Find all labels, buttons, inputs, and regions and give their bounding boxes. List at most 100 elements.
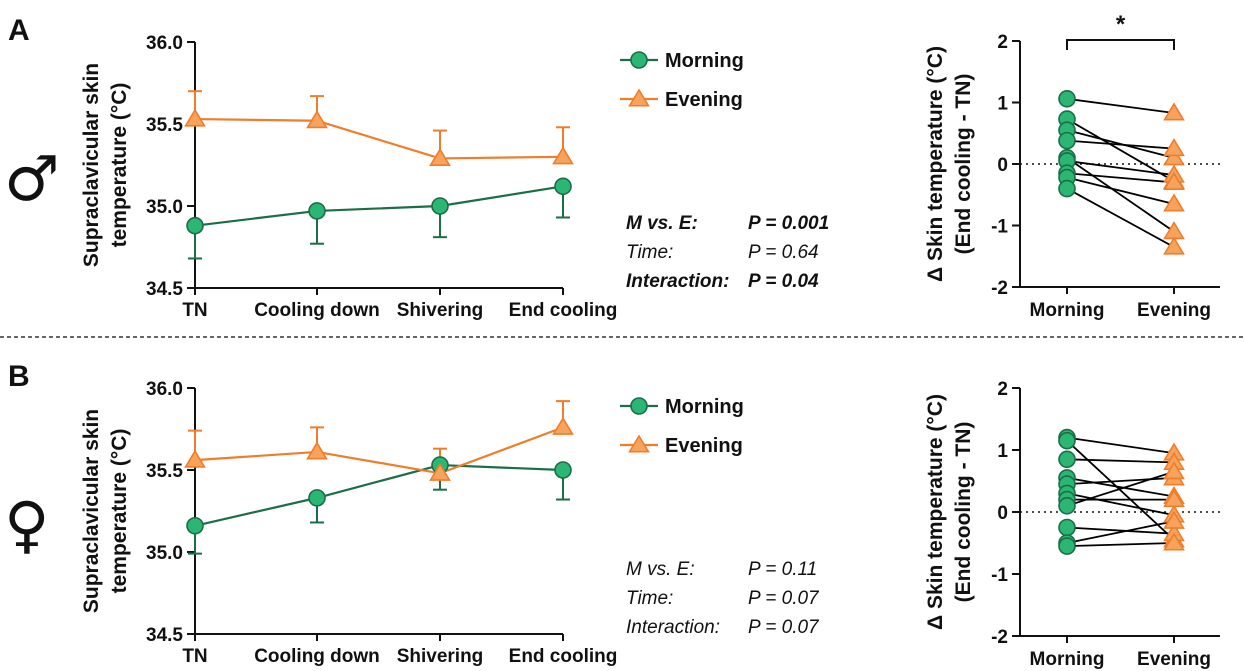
evening-point	[1163, 236, 1185, 255]
paired-line	[1066, 187, 1175, 248]
morning-point	[1058, 90, 1076, 108]
legend-morning-marker	[630, 51, 648, 69]
stat-label: Interaction:	[626, 271, 729, 292]
x-tick-label: End cooling	[509, 300, 618, 321]
significance-bracket	[1066, 39, 1175, 50]
y-tick-label: 35.0	[146, 197, 183, 218]
legend-morning-marker	[630, 397, 648, 415]
x-tick-label: TN	[182, 646, 207, 667]
panel-letter: A	[8, 14, 30, 47]
y-tick-label: 35.0	[146, 543, 183, 564]
y-tick-label: 2	[997, 32, 1008, 53]
paired-line	[1066, 139, 1175, 150]
stat-label: M vs. E:	[626, 559, 695, 580]
morning-series-line	[194, 185, 564, 227]
evening-point	[306, 441, 328, 460]
morning-point	[1058, 431, 1076, 450]
morning-point	[554, 177, 572, 196]
stat-value: P = 0.001	[748, 213, 829, 234]
y-axis-title-line1: Supraclavicular skin	[80, 63, 103, 267]
morning-point	[1058, 450, 1076, 469]
y-axis-title-line1: Supraclavicular skin	[80, 409, 103, 613]
paired-line	[1066, 470, 1175, 507]
y-axis-title-line1: Δ Skin temperature (°C)	[924, 394, 947, 630]
x-tick-label: TN	[182, 300, 207, 321]
morning-point	[1058, 496, 1076, 515]
morning-point	[1058, 179, 1076, 198]
y-axis-title-line2: temperature (°C)	[108, 83, 131, 248]
y-tick-label: -1	[991, 565, 1008, 586]
morning-series-line	[194, 463, 564, 527]
morning-point	[186, 516, 204, 535]
y-tick-label: 35.5	[146, 115, 183, 136]
stat-value: P = 0.64	[748, 242, 819, 263]
y-tick-label: 34.5	[146, 625, 183, 646]
evening-series-line	[194, 117, 564, 160]
evening-point	[1163, 193, 1185, 212]
evening-point	[1163, 489, 1185, 508]
y-tick-label: 36.0	[146, 379, 183, 400]
y-axis-title-line2: temperature (°C)	[108, 429, 131, 594]
x-tick-label: End cooling	[509, 646, 618, 667]
paired-line	[1066, 458, 1175, 464]
y-tick-label: -2	[991, 278, 1008, 299]
paired-line	[1066, 97, 1175, 114]
legend-evening-marker	[628, 434, 650, 453]
morning-point	[431, 197, 449, 215]
stat-label: Interaction:	[626, 617, 720, 638]
y-tick-label: -1	[991, 217, 1008, 238]
evening-point	[429, 147, 451, 166]
evening-point	[1163, 221, 1185, 240]
paired-line	[1066, 520, 1175, 544]
sex-symbol: ♂	[4, 142, 60, 215]
morning-point	[186, 216, 204, 235]
evening-point	[1163, 510, 1185, 529]
paired-line	[1066, 118, 1175, 182]
evening-point	[306, 110, 328, 129]
evening-point	[1163, 532, 1185, 551]
evening-point	[429, 462, 451, 481]
morning-point	[1058, 131, 1076, 150]
y-tick-label: 1	[997, 441, 1008, 462]
y-tick-label: 2	[997, 379, 1008, 400]
paired-line	[1066, 436, 1175, 454]
x-tick-label: Morning	[1030, 649, 1105, 670]
x-tick-label: Shivering	[397, 300, 484, 321]
stat-label: Time:	[626, 588, 673, 609]
y-tick-label: 0	[997, 503, 1008, 524]
evening-point	[1163, 138, 1185, 157]
evening-point	[184, 108, 206, 127]
legend-morning-label: Morning	[665, 50, 744, 72]
evening-point	[1163, 102, 1185, 121]
morning-point	[308, 202, 326, 220]
x-tick-label: Morning	[1030, 300, 1105, 321]
paired-line	[1066, 172, 1175, 184]
morning-point	[554, 461, 572, 479]
stat-value: P = 0.11	[748, 559, 817, 580]
legend-morning-label: Morning	[665, 396, 744, 418]
legend-evening-marker	[628, 88, 650, 107]
evening-point	[552, 416, 574, 435]
paired-line	[1066, 440, 1175, 541]
morning-point	[1058, 518, 1076, 537]
legend-evening-label: Evening	[665, 435, 743, 457]
evening-point	[1163, 171, 1185, 190]
x-tick-label: Shivering	[397, 646, 484, 667]
morning-point	[308, 489, 326, 507]
panel-letter: B	[8, 360, 30, 393]
y-tick-label: 36.0	[146, 33, 183, 54]
panel-a: 34.5 35.0 35.5 36.0 TN Cooling down Shivering E…	[4, 11, 1220, 321]
y-axis-title-line1: Δ Skin temperature (°C)	[924, 46, 947, 282]
evening-series-line	[194, 426, 564, 475]
y-tick-label: -2	[991, 627, 1008, 648]
evening-point	[1163, 461, 1185, 480]
y-tick-label: 34.5	[146, 279, 183, 300]
paired-line	[1066, 492, 1175, 516]
paired-line	[1066, 176, 1175, 205]
significance-marker: *	[1116, 11, 1126, 38]
y-axis-title-line2: (End cooling - TN)	[952, 74, 975, 255]
sex-symbol: ♀	[4, 488, 49, 561]
y-tick-label: 1	[997, 94, 1008, 115]
x-tick-label: Cooling down	[254, 646, 380, 667]
